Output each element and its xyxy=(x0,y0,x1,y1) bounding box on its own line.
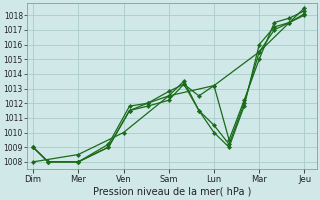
X-axis label: Pression niveau de la mer( hPa ): Pression niveau de la mer( hPa ) xyxy=(92,187,251,197)
